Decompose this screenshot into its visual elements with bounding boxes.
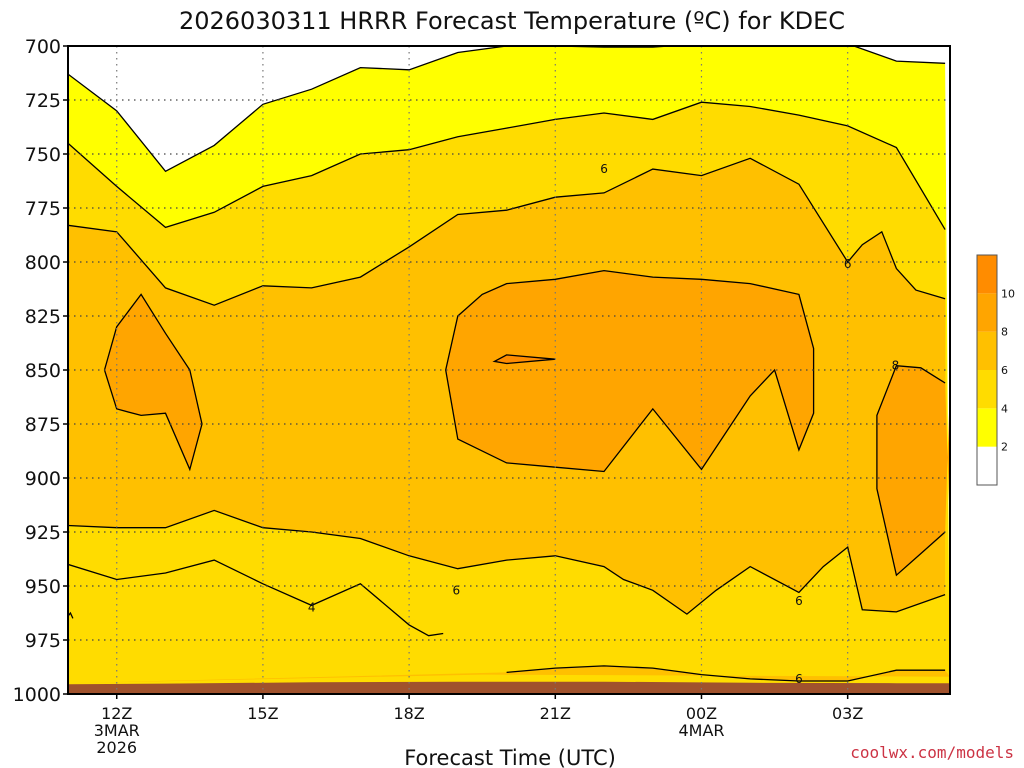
- contour-label: 4: [308, 601, 316, 615]
- x-tick-label: 12Z 3MAR 2026: [94, 704, 140, 757]
- contour-4: [68, 101, 946, 230]
- x-tick-line: 3MAR: [94, 721, 140, 740]
- y-tick-label: 700: [25, 36, 61, 58]
- contour-label: 6: [600, 162, 608, 176]
- x-axis-label: Forecast Time (UTC): [404, 746, 616, 768]
- legend-label: 4: [1001, 402, 1008, 415]
- x-tick-line: 4MAR: [678, 721, 724, 740]
- band-10-12: [494, 354, 556, 364]
- band-6-8-surface: [68, 665, 950, 684]
- contour-8-left: [103, 293, 203, 472]
- y-tick-label: 825: [25, 306, 61, 328]
- x-tick-line: 12Z: [101, 704, 132, 723]
- y-axis: 700 725 750 775 800 825 850 875 900 925 950 975 1000: [13, 36, 68, 706]
- contour-label: 8: [892, 359, 900, 373]
- contour-2: [68, 46, 946, 173]
- band-8-10-left: [104, 294, 202, 470]
- contour-label: 6: [795, 672, 803, 686]
- plot-area: 6 6 8 6 6 4 6: [67, 45, 951, 695]
- legend-swatch: [977, 370, 997, 409]
- legend-label: 8: [1001, 326, 1008, 339]
- x-tick-line: 18Z: [393, 704, 424, 723]
- contour-6-surface: [506, 665, 946, 682]
- x-tick-line: 21Z: [540, 704, 571, 723]
- contour-8-center: [445, 269, 815, 473]
- x-tick-line: 15Z: [247, 704, 278, 723]
- x-tick-label: 21Z: [540, 704, 571, 723]
- legend-label: 2: [1001, 441, 1008, 454]
- contour-label: 6: [453, 583, 461, 597]
- x-tick-label: 03Z: [832, 704, 863, 723]
- x-tick-label: 18Z: [393, 704, 424, 723]
- y-tick-label: 900: [25, 468, 61, 490]
- chart-title: 2026030311 HRRR Forecast Temperature (ºC…: [179, 7, 845, 35]
- legend-label: 6: [1001, 364, 1008, 377]
- y-tick-label: 750: [25, 144, 61, 166]
- contour-8-right: [876, 365, 946, 577]
- x-tick-line: 00Z: [686, 704, 717, 723]
- x-tick-line: 2026: [96, 738, 137, 757]
- y-tick-label: 875: [25, 414, 61, 436]
- y-tick-label: 725: [25, 90, 61, 112]
- y-tick-label: 975: [25, 630, 61, 652]
- legend-swatch: [977, 293, 997, 332]
- contour-6-upper: [68, 157, 946, 306]
- credit-text: coolwx.com/models: [850, 743, 1014, 762]
- y-tick-label: 1000: [13, 684, 61, 706]
- contour-label: 6: [795, 594, 803, 608]
- band-8-10-center: [445, 270, 814, 472]
- grid: [68, 45, 950, 695]
- contour-label: 6: [844, 257, 852, 271]
- y-tick-label: 950: [25, 576, 61, 598]
- x-axis: 12Z 3MAR 2026 15Z 18Z 21Z 00Z 4MAR 03Z: [94, 694, 863, 757]
- y-tick-label: 800: [25, 252, 61, 274]
- ground-surface: [68, 681, 950, 694]
- legend-swatch: [977, 408, 997, 447]
- band-8-10-right: [876, 365, 950, 576]
- y-tick-label: 775: [25, 198, 61, 220]
- contour-labels: 6 6 8 6 6 4 6: [308, 162, 900, 686]
- plot-inner: [68, 46, 950, 694]
- legend-frame: [976, 254, 998, 486]
- color-legend: 2 4 6 8 10: [976, 254, 1015, 486]
- x-tick-line: 03Z: [832, 704, 863, 723]
- y-tick-label: 850: [25, 360, 61, 382]
- legend-swatch: [977, 255, 997, 294]
- x-tick-label: 00Z 4MAR: [678, 704, 724, 740]
- legend-swatch: [977, 446, 997, 485]
- contour-4-lower: [68, 559, 444, 637]
- x-tick-label: 15Z: [247, 704, 278, 723]
- contour-6-lower: [68, 509, 946, 615]
- legend-label: 10: [1001, 287, 1015, 300]
- y-tick-label: 925: [25, 522, 61, 544]
- legend-swatch: [977, 331, 997, 370]
